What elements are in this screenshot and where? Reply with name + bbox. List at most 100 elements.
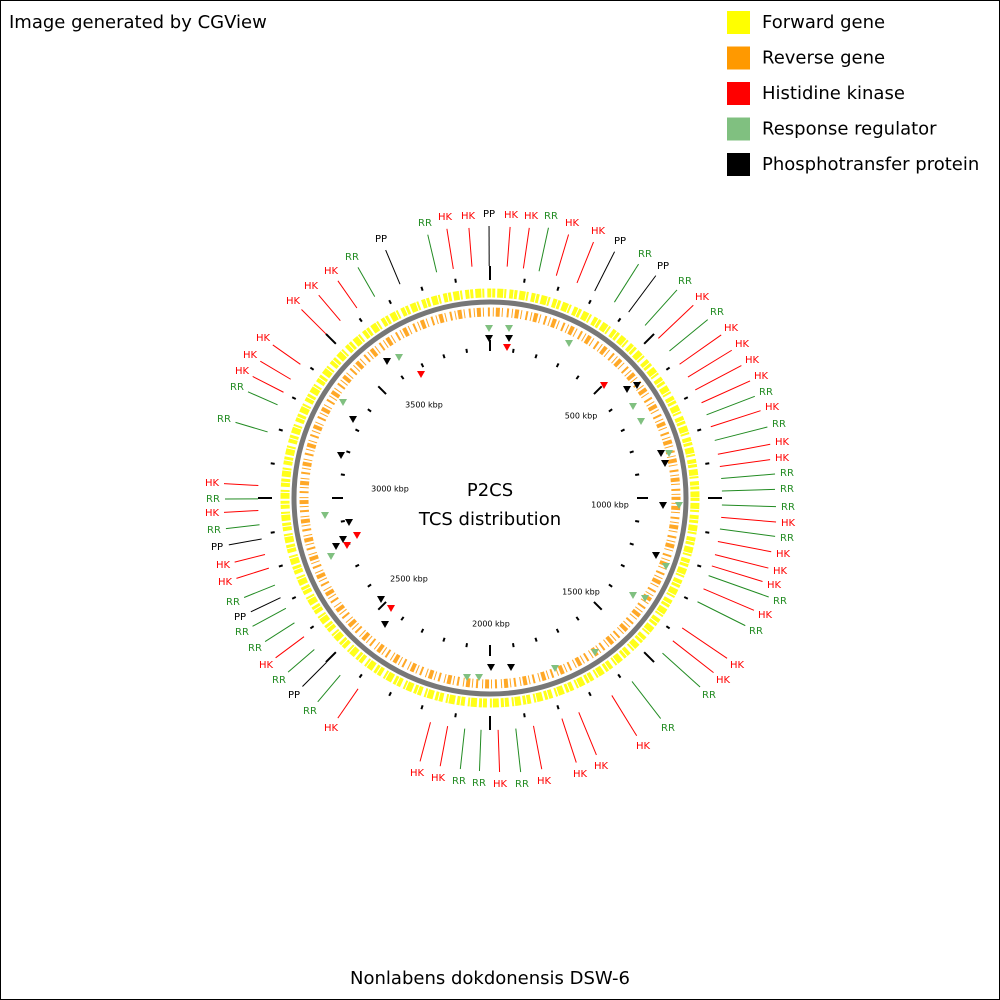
feature-label: RR [452, 776, 466, 787]
feature-leader [662, 652, 701, 688]
outer-tick [388, 299, 392, 305]
feature-label: PP [483, 209, 495, 220]
feature-leader [497, 729, 501, 773]
feature-leader [706, 395, 755, 416]
feature-label: RR [515, 779, 529, 790]
outer-tick [617, 317, 622, 323]
feature-label: RR [544, 211, 558, 222]
feature-label: RR [217, 414, 231, 425]
feature-label: HK [636, 741, 651, 752]
legend-label: Reverse gene [762, 48, 885, 69]
tick-mark [400, 616, 405, 621]
feature-label: RR [345, 252, 359, 263]
feature-marker [475, 674, 483, 681]
feature-leader [223, 510, 259, 513]
tick-mark [629, 450, 634, 454]
feature-marker [633, 382, 641, 389]
feature-label: RR [638, 249, 652, 260]
feature-leader [708, 575, 769, 598]
feature-label: HK [716, 675, 731, 686]
feature-label: RR [207, 525, 221, 536]
tick-mark [608, 408, 613, 413]
feature-leader [252, 376, 284, 393]
tick-label: 2000 kbp [472, 620, 510, 629]
feature-leader [561, 718, 577, 763]
tick-mark [355, 563, 360, 568]
feature-label: HK [765, 402, 780, 413]
feature-label: HK [754, 371, 769, 382]
tick-mark [534, 354, 538, 359]
feature-marker [641, 595, 649, 602]
feature-leader [611, 695, 638, 737]
feature-leader [717, 541, 772, 553]
feature-label: PP [234, 612, 246, 623]
feature-leader [225, 524, 260, 530]
feature-leader [714, 554, 769, 569]
tick-mark [465, 348, 468, 353]
feature-leader [506, 226, 511, 267]
feature-marker [629, 592, 637, 599]
tick-label: 2500 kbp [390, 575, 428, 584]
feature-leader [522, 227, 530, 269]
feature-marker [332, 543, 340, 550]
outer-tick [617, 673, 622, 679]
feature-label: RR [780, 533, 794, 544]
legend-label: Response regulator [762, 119, 937, 140]
outer-tick [705, 531, 710, 534]
outer-tick [556, 286, 560, 291]
feature-marker [657, 450, 665, 457]
tick-mark [355, 428, 360, 433]
feature-label: HK [735, 339, 750, 350]
feature-leader [532, 725, 543, 770]
outer-tick [697, 428, 702, 432]
feature-marker [505, 325, 513, 332]
feature-leader [247, 391, 278, 406]
feature-marker [661, 460, 669, 467]
feature-leader [439, 726, 449, 767]
outer-tick [665, 366, 671, 371]
feature-label: RR [710, 307, 724, 318]
feature-marker [600, 382, 608, 389]
feature-label: HK [461, 211, 476, 222]
legend-label: Forward gene [762, 12, 885, 33]
tick-mark [400, 375, 405, 380]
feature-label: HK [591, 226, 606, 237]
outer-tick [278, 564, 283, 568]
feature-marker [507, 664, 515, 671]
feature-leader [515, 728, 522, 773]
feature-leader [719, 528, 776, 537]
tick-mark [575, 616, 580, 621]
feature-label: HK [775, 437, 790, 448]
feature-leader [223, 483, 259, 486]
feature-marker [327, 553, 335, 560]
feature-label: HK [243, 350, 258, 361]
feature-marker [505, 335, 513, 342]
feature-leader [594, 251, 616, 292]
feature-marker [487, 664, 495, 671]
feature-label: HK [767, 580, 782, 591]
feature-leader [250, 597, 281, 613]
map-title: P2CS [467, 480, 513, 501]
feature-leader [385, 249, 401, 285]
feature-label: HK [695, 292, 710, 303]
feature-label: HK [235, 366, 250, 377]
feature-marker [463, 674, 471, 681]
feature-marker [349, 416, 357, 423]
tick-mark [442, 354, 446, 359]
outer-tick [643, 333, 655, 345]
outer-tick [523, 713, 526, 718]
feature-label: RR [781, 502, 795, 513]
feature-marker [417, 371, 425, 378]
feature-leader [701, 380, 751, 404]
feature-label: RR [235, 627, 249, 638]
tick-label: 1500 kbp [562, 588, 600, 597]
feature-leader [538, 227, 549, 272]
outer-tick [523, 278, 526, 283]
feature-marker [321, 512, 329, 519]
feature-label: HK [493, 779, 508, 790]
feature-leader [252, 607, 287, 627]
feature-leader [419, 722, 431, 762]
feature-leader [721, 473, 776, 480]
